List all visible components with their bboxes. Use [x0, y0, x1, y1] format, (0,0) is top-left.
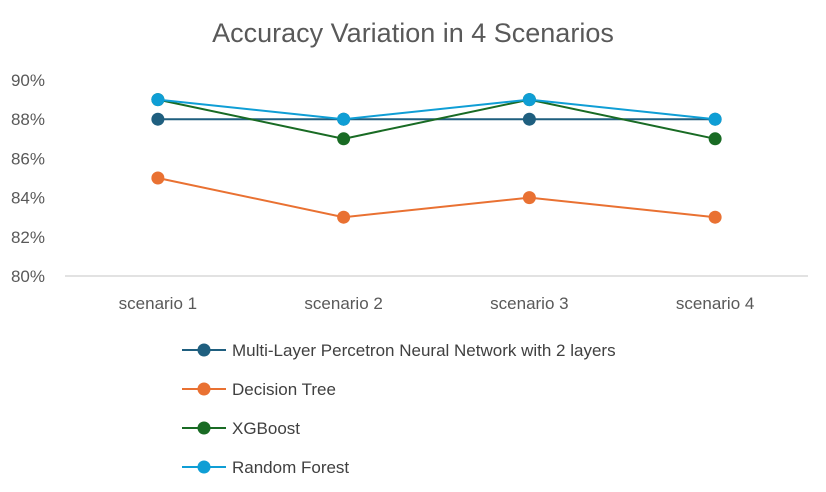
data-point	[337, 132, 351, 146]
legend-item: Random Forest	[182, 458, 349, 477]
data-point	[151, 112, 165, 126]
legend-marker	[197, 382, 211, 396]
legend-item: XGBoost	[182, 419, 300, 438]
data-point	[151, 171, 165, 185]
data-point	[522, 112, 536, 126]
data-point	[522, 191, 536, 205]
legend: Multi-Layer Percetron Neural Network wit…	[182, 341, 616, 477]
x-tick-label: scenario 4	[676, 294, 754, 313]
y-axis: 80% 82% 84% 86% 88% 90%	[11, 71, 45, 286]
data-point	[708, 112, 722, 126]
legend-marker	[197, 421, 211, 435]
y-tick-label: 90%	[11, 71, 45, 90]
legend-label: XGBoost	[232, 419, 300, 438]
legend-label: Random Forest	[232, 458, 349, 477]
data-point	[337, 210, 351, 224]
data-point	[522, 93, 536, 107]
legend-item: Multi-Layer Percetron Neural Network wit…	[182, 341, 616, 360]
data-point	[708, 132, 722, 146]
plot-series	[151, 93, 722, 224]
series-line	[157, 98, 716, 121]
x-tick-label: scenario 2	[304, 294, 382, 313]
series-1	[151, 171, 722, 224]
x-tick-label: scenario 3	[490, 294, 568, 313]
chart-title: Accuracy Variation in 4 Scenarios	[212, 18, 614, 48]
y-tick-label: 80%	[11, 267, 45, 286]
legend-item: Decision Tree	[182, 380, 336, 399]
legend-marker	[197, 343, 211, 357]
y-tick-label: 88%	[11, 110, 45, 129]
y-tick-label: 84%	[11, 189, 45, 208]
legend-marker	[197, 460, 211, 474]
series-line	[157, 177, 716, 219]
data-point	[151, 93, 165, 107]
legend-label: Multi-Layer Percetron Neural Network wit…	[232, 341, 616, 360]
data-point	[708, 210, 722, 224]
x-axis: scenario 1 scenario 2 scenario 3 scenario 4	[119, 294, 755, 313]
series-3	[151, 93, 722, 126]
legend-label: Decision Tree	[232, 380, 336, 399]
x-tick-label: scenario 1	[119, 294, 197, 313]
data-point	[337, 112, 351, 126]
y-tick-label: 82%	[11, 228, 45, 247]
series-line	[157, 98, 716, 140]
y-tick-label: 86%	[11, 149, 45, 168]
